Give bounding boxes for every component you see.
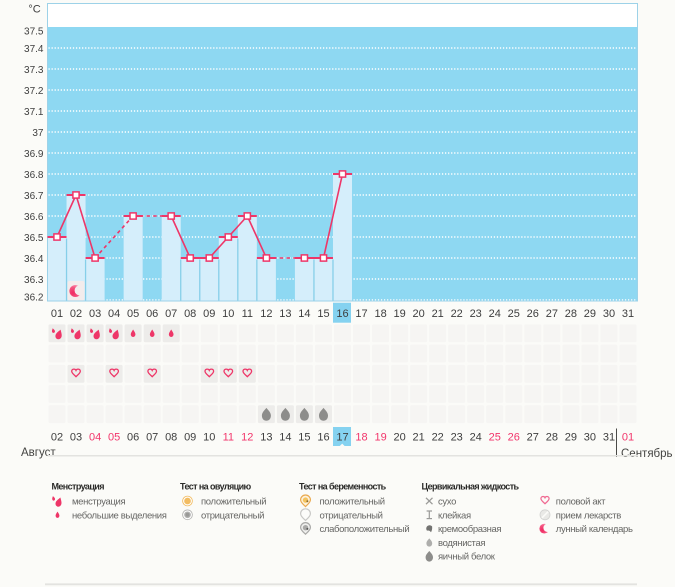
svg-text:19: 19 bbox=[393, 308, 405, 320]
svg-text:Сентябрь: Сентябрь bbox=[621, 448, 673, 460]
svg-text:положительный: положительный bbox=[320, 497, 385, 508]
svg-text:менструация: менструация bbox=[72, 497, 126, 508]
svg-text:36.7: 36.7 bbox=[24, 191, 44, 202]
svg-text:01: 01 bbox=[622, 432, 634, 444]
svg-text:08: 08 bbox=[184, 308, 196, 320]
svg-text:20: 20 bbox=[393, 432, 405, 444]
svg-text:14: 14 bbox=[298, 308, 310, 320]
svg-text:27: 27 bbox=[546, 308, 558, 320]
svg-text:21: 21 bbox=[412, 432, 424, 444]
svg-text:29: 29 bbox=[565, 432, 577, 444]
svg-text:36.8: 36.8 bbox=[24, 170, 44, 181]
svg-text:10: 10 bbox=[203, 432, 215, 444]
svg-text:24: 24 bbox=[470, 432, 482, 444]
svg-text:клейкая: клейкая bbox=[438, 510, 471, 521]
svg-text:21: 21 bbox=[432, 308, 444, 320]
svg-text:29: 29 bbox=[584, 308, 596, 320]
svg-text:06: 06 bbox=[127, 432, 139, 444]
svg-text:11: 11 bbox=[242, 308, 253, 320]
svg-text:23: 23 bbox=[470, 308, 482, 320]
svg-text:02: 02 bbox=[51, 432, 63, 444]
svg-text:12: 12 bbox=[260, 308, 272, 320]
svg-text:05: 05 bbox=[127, 308, 139, 320]
svg-text:30: 30 bbox=[603, 308, 615, 320]
svg-text:28: 28 bbox=[546, 432, 558, 444]
svg-text:31: 31 bbox=[603, 432, 615, 444]
svg-text:водянистая: водянистая bbox=[438, 538, 485, 549]
svg-text:06: 06 bbox=[146, 308, 158, 320]
svg-text:небольшие выделения: небольшие выделения bbox=[72, 510, 167, 521]
svg-text:36.5: 36.5 bbox=[24, 233, 44, 244]
svg-text:28: 28 bbox=[565, 308, 577, 320]
svg-text:36.4: 36.4 bbox=[24, 254, 44, 265]
svg-text:18: 18 bbox=[374, 308, 386, 320]
svg-text:01: 01 bbox=[51, 308, 63, 320]
svg-text:19: 19 bbox=[374, 432, 386, 444]
svg-text:25: 25 bbox=[489, 432, 501, 444]
svg-text:Цервикальная жидкость: Цервикальная жидкость bbox=[422, 482, 520, 492]
svg-text:17: 17 bbox=[355, 308, 367, 320]
svg-text:10: 10 bbox=[222, 308, 234, 320]
svg-text:отрицательный: отрицательный bbox=[201, 510, 264, 521]
svg-text:36.6: 36.6 bbox=[24, 212, 44, 223]
svg-text:Тест на беременность: Тест на беременность bbox=[299, 482, 387, 492]
svg-text:27: 27 bbox=[527, 432, 539, 444]
svg-text:03: 03 bbox=[70, 432, 82, 444]
svg-text:отрицательный: отрицательный bbox=[320, 510, 383, 521]
svg-text:16: 16 bbox=[336, 308, 348, 320]
svg-text:37.5: 37.5 bbox=[24, 27, 44, 38]
svg-text:37: 37 bbox=[32, 128, 44, 139]
svg-text:05: 05 bbox=[108, 432, 120, 444]
svg-text:25: 25 bbox=[508, 308, 520, 320]
svg-text:18: 18 bbox=[355, 432, 367, 444]
svg-text:20: 20 bbox=[412, 308, 424, 320]
svg-text:11: 11 bbox=[223, 432, 234, 444]
svg-text:26: 26 bbox=[527, 308, 539, 320]
svg-text:Август: Август bbox=[21, 447, 56, 459]
svg-text:37.1: 37.1 bbox=[24, 107, 44, 118]
svg-text:24: 24 bbox=[489, 308, 501, 320]
svg-text:13: 13 bbox=[260, 432, 272, 444]
svg-text:16: 16 bbox=[317, 432, 329, 444]
svg-text:лунный календарь: лунный календарь bbox=[556, 524, 633, 535]
svg-text:22: 22 bbox=[432, 432, 444, 444]
svg-text:половой акт: половой акт bbox=[556, 497, 606, 508]
svg-text:07: 07 bbox=[165, 308, 177, 320]
svg-text:37.2: 37.2 bbox=[24, 86, 44, 97]
svg-text:яичный белок: яичный белок bbox=[438, 552, 496, 563]
svg-text:Менструация: Менструация bbox=[52, 482, 105, 492]
svg-text:36.3: 36.3 bbox=[24, 275, 44, 286]
svg-text:36.2: 36.2 bbox=[24, 293, 44, 304]
svg-text:13: 13 bbox=[279, 308, 291, 320]
svg-text:36.9: 36.9 bbox=[24, 149, 44, 160]
svg-text:Тест на овуляцию: Тест на овуляцию bbox=[180, 482, 252, 492]
svg-text:09: 09 bbox=[184, 432, 196, 444]
svg-text:26: 26 bbox=[508, 432, 520, 444]
svg-text:12: 12 bbox=[241, 432, 253, 444]
svg-text:14: 14 bbox=[279, 432, 291, 444]
svg-text:04: 04 bbox=[108, 308, 120, 320]
svg-text:07: 07 bbox=[146, 432, 158, 444]
svg-text:30: 30 bbox=[584, 432, 596, 444]
svg-text:17: 17 bbox=[336, 432, 348, 444]
svg-text:08: 08 bbox=[165, 432, 177, 444]
svg-text:слабоположительный: слабоположительный bbox=[320, 524, 410, 535]
svg-text:23: 23 bbox=[451, 432, 463, 444]
svg-text:02: 02 bbox=[70, 308, 82, 320]
svg-text:сухо: сухо bbox=[438, 497, 456, 508]
svg-text:37.3: 37.3 bbox=[24, 65, 44, 76]
svg-text:04: 04 bbox=[89, 432, 101, 444]
svg-text:15: 15 bbox=[317, 308, 329, 320]
svg-text:кремообразная: кремообразная bbox=[438, 524, 501, 535]
svg-text:15: 15 bbox=[298, 432, 310, 444]
svg-text:03: 03 bbox=[89, 308, 101, 320]
svg-text:положительный: положительный bbox=[201, 497, 266, 508]
svg-text:09: 09 bbox=[203, 308, 215, 320]
svg-text:31: 31 bbox=[622, 308, 634, 320]
svg-text:°C: °C bbox=[28, 4, 40, 16]
svg-text:прием лекарств: прием лекарств bbox=[556, 510, 621, 521]
svg-text:37.4: 37.4 bbox=[24, 44, 44, 55]
svg-text:22: 22 bbox=[451, 308, 463, 320]
